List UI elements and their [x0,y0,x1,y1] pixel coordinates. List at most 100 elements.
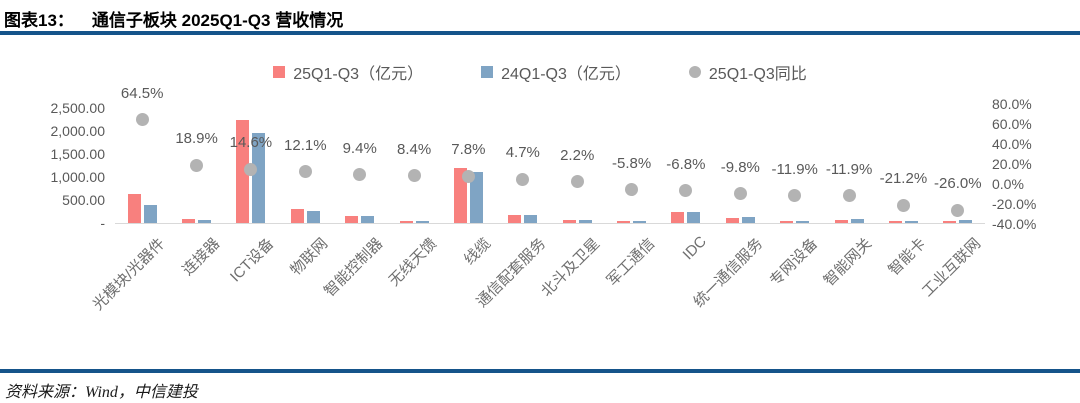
yoy-data-label: -9.8% [720,158,760,176]
bar-24q1q3 [143,205,157,223]
bar-25q1q3 [834,219,848,223]
bar-25q1q3 [943,220,957,223]
bar-25q1q3 [671,212,685,223]
legend-item-2025[interactable]: 25Q1-Q3（亿元） [273,60,423,84]
bar-24q1q3 [687,211,701,223]
bar-24q1q3 [252,133,266,223]
yoy-data-label: 64.5% [120,84,164,102]
source-note: 资料来源：Wind，中信建投 [5,384,198,401]
bar-25q1q3 [182,218,196,223]
left-axis-tick: 2,500.00 [50,100,106,116]
bar-24q1q3 [959,219,973,223]
yoy-dot [679,184,693,198]
yoy-data-label: -11.9% [825,160,873,178]
yoy-dot [842,189,856,203]
category-label: 专网设备 [766,235,821,290]
bar-25q1q3 [562,220,576,223]
left-axis-tick: - [100,215,105,231]
figure-header: 图表13： 通信子板块 2025Q1-Q3 营收情况 [0,0,1080,31]
yoy-dot [625,183,639,197]
yoy-data-label: 8.4% [396,140,432,158]
category-label: 智能控制器 [320,235,386,301]
category-label: 物联网 [287,235,332,279]
bar-24q1q3 [578,220,592,223]
category-label: 北斗及卫星 [538,235,604,301]
category-label: 智能卡 [885,235,930,279]
yoy-dot [190,158,204,172]
right-axis-tick: 40.0% [992,136,1032,152]
category-label: 智能网关 [820,235,876,290]
bar-24q1q3 [415,221,429,223]
right-axis-tick: 20.0% [992,156,1032,172]
bar-25q1q3 [617,220,631,223]
category-label: 线缆 [461,235,495,269]
yoy-dot [244,162,258,176]
bar-24q1q3 [633,220,647,223]
yoy-data-label: 12.1% [284,136,327,154]
bar-24q1q3 [904,221,918,223]
bar-25q1q3 [345,215,359,223]
yoy-data-label: -26.0% [934,175,982,192]
left-axis-tick: 500.00 [62,192,105,208]
yoy-data-label: -11.9% [771,160,818,178]
yoy-dot [788,189,802,203]
bar-24q1q3 [198,219,212,223]
yoy-data-label: 2.2% [560,146,595,164]
yoy-dot [135,113,149,126]
bar-25q1q3 [888,221,902,223]
bar-24q1q3 [524,215,538,223]
yoy-data-label: -5.8% [612,154,652,172]
right-axis-tick: 60.0% [992,116,1032,132]
bar-25q1q3 [508,214,522,223]
category-label: 军工通信 [603,235,658,290]
yoy-dot [951,203,965,217]
category-label: IDC [679,233,710,264]
bar-24q1q3 [741,216,755,223]
category-label: 工业互联网 [918,235,984,301]
right-axis-tick: 0.0% [992,176,1024,192]
bar-24q1q3 [361,216,375,223]
yoy-dot [896,198,910,212]
legend-item-2024[interactable]: 24Q1-Q3（亿元） [481,60,631,84]
legend-dot-yoy-icon [688,66,701,78]
bar-24q1q3 [306,210,320,223]
bar-25q1q3 [399,221,413,223]
header-divider [0,31,1080,35]
figure-title: 通信子板块 2025Q1-Q3 营收情况 [91,11,344,30]
yoy-dot [407,169,421,183]
legend-label-2024: 24Q1-Q3（亿元） [501,66,631,83]
bar-24q1q3 [850,219,864,223]
legend-label-2025: 25Q1-Q3（亿元） [293,66,424,83]
bar-25q1q3 [236,120,250,223]
category-label: 无线天馈 [385,235,441,290]
figure-title-row: 图表13： 通信子板块 2025Q1-Q3 营收情况 [4,6,1076,31]
yoy-data-label: 9.4% [342,139,377,157]
right-axis-tick: -40.0% [992,216,1037,232]
yoy-dot [516,172,530,186]
footer-divider [0,369,1080,373]
yoy-dot [733,187,747,201]
yoy-dot [353,168,367,182]
chart-area: 25Q1-Q3（亿元） 24Q1-Q3（亿元） 25Q1-Q3同比 2,500.… [0,42,1080,369]
bar-25q1q3 [290,209,304,223]
legend-item-yoy[interactable]: 25Q1-Q3同比 [688,60,807,84]
yoy-data-label: -6.8% [666,155,706,173]
yoy-data-label: 14.6% [229,134,273,152]
bar-24q1q3 [469,171,483,223]
bar-25q1q3 [780,220,794,223]
bar-25q1q3 [127,194,141,223]
yoy-data-label: -21.2% [879,170,928,188]
left-axis-tick: 2,000.00 [50,123,106,139]
category-label: 光模块/光器件 [89,235,169,314]
right-axis-tick: -20.0% [992,196,1037,212]
yoy-data-label: 4.7% [505,144,540,162]
yoy-data-label: 7.8% [451,141,486,159]
category-label: 连接器 [178,235,223,279]
chart-legend: 25Q1-Q3（亿元） 24Q1-Q3（亿元） 25Q1-Q3同比 [0,60,1080,84]
yoy-dot [461,169,475,183]
x-axis-line [115,223,985,224]
yoy-data-label: 18.9% [175,130,218,148]
yoy-dot [298,165,312,179]
bar-25q1q3 [725,217,739,223]
category-label: ICT设备 [226,235,278,286]
